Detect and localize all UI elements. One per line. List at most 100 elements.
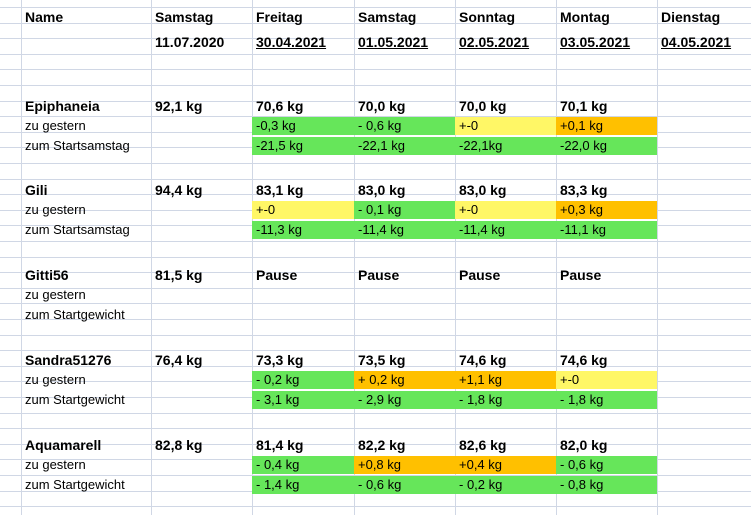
diff-label-cell[interactable]: zu gestern xyxy=(25,457,86,472)
total-cell[interactable] xyxy=(455,306,556,324)
total-label-cell[interactable]: zum Startgewicht xyxy=(25,477,125,492)
total-cell[interactable]: - 1,4 kg xyxy=(252,476,354,494)
header-date-cell[interactable]: 03.05.2021 xyxy=(560,34,631,50)
person-name-cell[interactable]: Gili xyxy=(25,182,48,198)
diff-cell[interactable]: +0,4 kg xyxy=(455,456,556,474)
weight-cell[interactable]: 74,6 kg xyxy=(459,352,507,368)
grid-row-line xyxy=(0,350,751,351)
diff-cell[interactable]: - 0,6 kg xyxy=(354,117,455,135)
person-name-cell[interactable]: Aquamarell xyxy=(25,437,102,453)
grid-row-line xyxy=(0,366,751,367)
diff-label-cell[interactable]: zu gestern xyxy=(25,372,86,387)
total-cell[interactable]: -11,4 kg xyxy=(354,221,455,239)
person-name-cell[interactable]: Sandra51276 xyxy=(25,352,112,368)
header-day-cell[interactable]: Dienstag xyxy=(661,9,721,25)
total-cell[interactable]: -21,5 kg xyxy=(252,137,354,155)
header-day-cell[interactable]: Samstag xyxy=(155,9,214,25)
total-cell[interactable]: - 0,8 kg xyxy=(556,476,657,494)
start-weight-cell[interactable]: 76,4 kg xyxy=(155,352,203,368)
weight-cell[interactable]: 74,6 kg xyxy=(560,352,608,368)
total-cell[interactable]: - 1,8 kg xyxy=(455,391,556,409)
weight-cell[interactable]: 83,1 kg xyxy=(256,182,304,198)
header-day-cell[interactable]: Samstag xyxy=(358,9,417,25)
total-cell[interactable]: - 3,1 kg xyxy=(252,391,354,409)
diff-cell[interactable]: +-0 xyxy=(252,201,354,219)
total-cell[interactable]: -11,1 kg xyxy=(556,221,657,239)
diff-cell[interactable] xyxy=(252,286,354,304)
total-cell[interactable] xyxy=(354,306,455,324)
weight-cell[interactable]: 73,3 kg xyxy=(256,352,304,368)
diff-cell[interactable]: - 0,4 kg xyxy=(252,456,354,474)
header-date-cell[interactable]: 11.07.2020 xyxy=(155,34,225,50)
start-weight-cell[interactable]: 92,1 kg xyxy=(155,98,203,114)
weight-cell[interactable]: 70,1 kg xyxy=(560,98,608,114)
total-label-cell[interactable]: zum Startgewicht xyxy=(25,307,125,322)
weight-cell[interactable]: 73,5 kg xyxy=(358,352,406,368)
person-name-cell[interactable]: Epiphaneia xyxy=(25,98,100,114)
total-label-cell[interactable]: zum Startgewicht xyxy=(25,392,125,407)
diff-label-cell[interactable]: zu gestern xyxy=(25,287,86,302)
total-cell[interactable]: -22,0 kg xyxy=(556,137,657,155)
start-weight-cell[interactable]: 82,8 kg xyxy=(155,437,203,453)
weight-cell[interactable]: 70,0 kg xyxy=(459,98,507,114)
weight-cell[interactable]: 82,6 kg xyxy=(459,437,507,453)
total-cell[interactable]: -11,3 kg xyxy=(252,221,354,239)
header-day-cell[interactable]: Freitag xyxy=(256,9,303,25)
diff-cell[interactable]: +-0 xyxy=(455,117,556,135)
total-cell[interactable]: - 1,8 kg xyxy=(556,391,657,409)
start-weight-cell[interactable]: 94,4 kg xyxy=(155,182,203,198)
person-name-cell[interactable]: Gitti56 xyxy=(25,267,69,283)
start-weight-cell[interactable]: 81,5 kg xyxy=(155,267,203,283)
diff-cell[interactable]: +1,1 kg xyxy=(455,371,556,389)
weight-cell[interactable]: 82,0 kg xyxy=(560,437,608,453)
total-label-cell[interactable]: zum Startsamstag xyxy=(25,222,130,237)
header-day-cell[interactable]: Montag xyxy=(560,9,610,25)
diff-cell[interactable]: - 0,1 kg xyxy=(354,201,455,219)
diff-cell[interactable]: +0,3 kg xyxy=(556,201,657,219)
weight-cell[interactable]: Pause xyxy=(459,267,501,283)
total-cell[interactable]: - 0,2 kg xyxy=(455,476,556,494)
weight-cell[interactable]: Pause xyxy=(358,267,400,283)
diff-label-cell[interactable]: zu gestern xyxy=(25,202,86,217)
total-cell[interactable]: - 2,9 kg xyxy=(354,391,455,409)
total-cell[interactable]: -22,1 kg xyxy=(354,137,455,155)
diff-cell[interactable]: +-0 xyxy=(556,371,657,389)
weight-cell[interactable]: 70,0 kg xyxy=(358,98,406,114)
diff-cell[interactable]: +-0 xyxy=(455,201,556,219)
header-date-cell[interactable]: 01.05.2021 xyxy=(358,34,429,50)
header-date-cell[interactable]: 02.05.2021 xyxy=(459,34,530,50)
weight-cell[interactable]: 82,2 kg xyxy=(358,437,406,453)
weight-cell[interactable]: Pause xyxy=(560,267,602,283)
diff-cell[interactable]: - 0,2 kg xyxy=(252,371,354,389)
grid-row-line xyxy=(0,7,751,8)
total-cell[interactable] xyxy=(252,306,354,324)
diff-cell[interactable]: - 0,6 kg xyxy=(556,456,657,474)
person-diff-row: zu gestern +-0- 0,1 kg +-0 +0,3 kg xyxy=(0,201,751,219)
diff-cell[interactable]: +0,1 kg xyxy=(556,117,657,135)
diff-cell[interactable] xyxy=(455,286,556,304)
header-name-cell[interactable]: Name xyxy=(25,9,64,25)
diff-label-cell[interactable]: zu gestern xyxy=(25,118,86,133)
diff-cell[interactable]: +0,8 kg xyxy=(354,456,455,474)
diff-cell[interactable] xyxy=(354,286,455,304)
weight-cell[interactable]: Pause xyxy=(256,267,298,283)
header-date-cell[interactable]: 04.05.2021 xyxy=(661,34,732,50)
weight-cell[interactable]: 83,0 kg xyxy=(358,182,406,198)
weight-cell[interactable]: 70,6 kg xyxy=(256,98,304,114)
header-date-cell[interactable]: 30.04.2021 xyxy=(256,34,327,50)
total-label-cell[interactable]: zum Startsamstag xyxy=(25,138,130,153)
header-day-cell[interactable]: Sonntag xyxy=(459,9,515,25)
grid-row-line xyxy=(0,23,751,24)
weight-cell[interactable]: 83,0 kg xyxy=(459,182,507,198)
total-cell[interactable]: -11,4 kg xyxy=(455,221,556,239)
diff-cell[interactable]: -0,3 kg xyxy=(252,117,354,135)
grid-row-line xyxy=(0,428,751,429)
total-cell[interactable] xyxy=(556,306,657,324)
diff-cell[interactable]: + 0,2 kg xyxy=(354,371,455,389)
diff-cell[interactable] xyxy=(556,286,657,304)
total-cell[interactable]: -22,1kg xyxy=(455,137,556,155)
weight-cell[interactable]: 83,3 kg xyxy=(560,182,608,198)
total-cell[interactable]: - 0,6 kg xyxy=(354,476,455,494)
weight-cell[interactable]: 81,4 kg xyxy=(256,437,304,453)
